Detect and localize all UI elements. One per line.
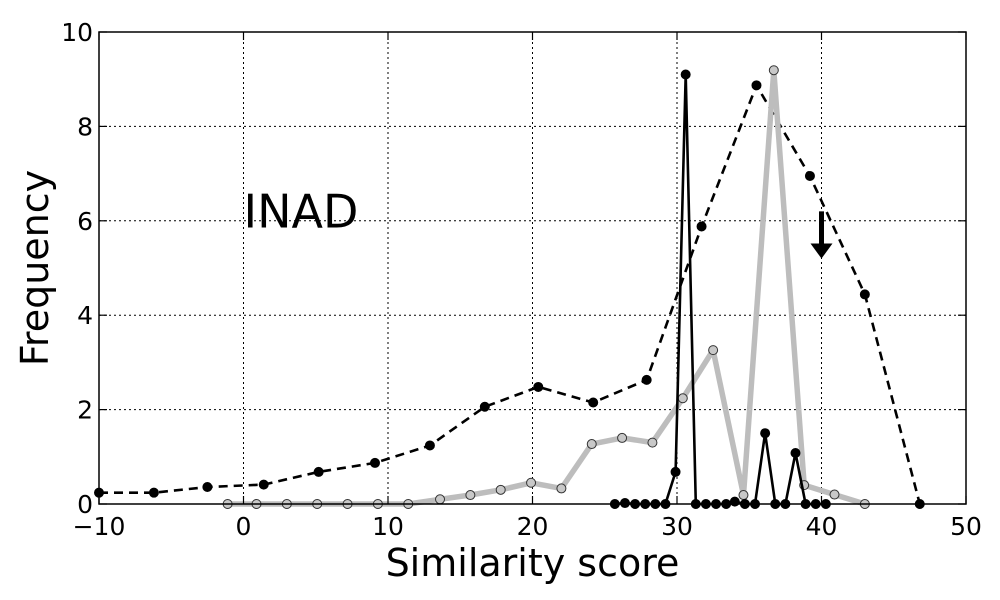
data-point	[526, 477, 537, 488]
data-point	[641, 374, 652, 385]
y-axis-title: Frequency	[13, 170, 57, 366]
x-tick-label: 20	[517, 512, 549, 541]
data-point	[760, 428, 771, 439]
grid	[99, 32, 966, 504]
data-point	[479, 401, 490, 412]
arrow-head	[810, 243, 833, 259]
x-tick-label: 30	[661, 512, 693, 541]
data-point	[708, 345, 719, 356]
data-point	[677, 393, 688, 404]
ticks	[98, 31, 967, 505]
series-dashed-black	[94, 80, 925, 509]
x-tick-label: 10	[372, 512, 404, 541]
data-point	[533, 381, 544, 392]
data-point	[369, 457, 380, 468]
x-tick-label: 40	[806, 512, 838, 541]
data-point	[619, 498, 630, 509]
arrow-marker	[810, 211, 833, 259]
series-line	[99, 84, 922, 505]
data-point	[556, 483, 567, 494]
y-tick-label: 6	[77, 207, 93, 236]
series-group	[94, 65, 925, 509]
data-point	[738, 490, 749, 501]
y-tick-label: 2	[77, 396, 93, 425]
data-point	[148, 487, 159, 498]
y-tick-label: 4	[77, 301, 93, 330]
data-point	[465, 490, 476, 501]
annotation-label: INAD	[244, 184, 359, 238]
data-point	[859, 289, 870, 300]
data-point	[670, 466, 681, 477]
data-point	[768, 65, 779, 76]
data-point	[729, 496, 740, 507]
data-point	[313, 466, 324, 477]
data-point	[790, 448, 801, 459]
y-tick-label: 0	[77, 490, 93, 519]
x-tick-label: −10	[73, 512, 126, 541]
data-point	[435, 494, 446, 505]
x-tick-label: 50	[950, 512, 982, 541]
data-point	[696, 221, 707, 232]
data-point	[424, 440, 435, 451]
data-point	[617, 432, 628, 443]
data-point	[586, 439, 597, 450]
data-point	[588, 397, 599, 408]
series-line	[227, 67, 866, 507]
series-gray-thick	[222, 65, 870, 509]
data-point	[751, 80, 762, 91]
data-point	[680, 69, 691, 80]
data-point	[804, 170, 815, 181]
data-point	[829, 489, 840, 500]
data-point	[495, 484, 506, 495]
y-tick-label: 8	[77, 112, 93, 141]
y-tick-label: 10	[61, 18, 93, 47]
x-axis-title: Similarity score	[386, 541, 680, 585]
data-point	[258, 479, 269, 490]
data-point	[202, 482, 213, 493]
x-tick-label: 0	[236, 512, 252, 541]
data-point	[647, 437, 658, 448]
